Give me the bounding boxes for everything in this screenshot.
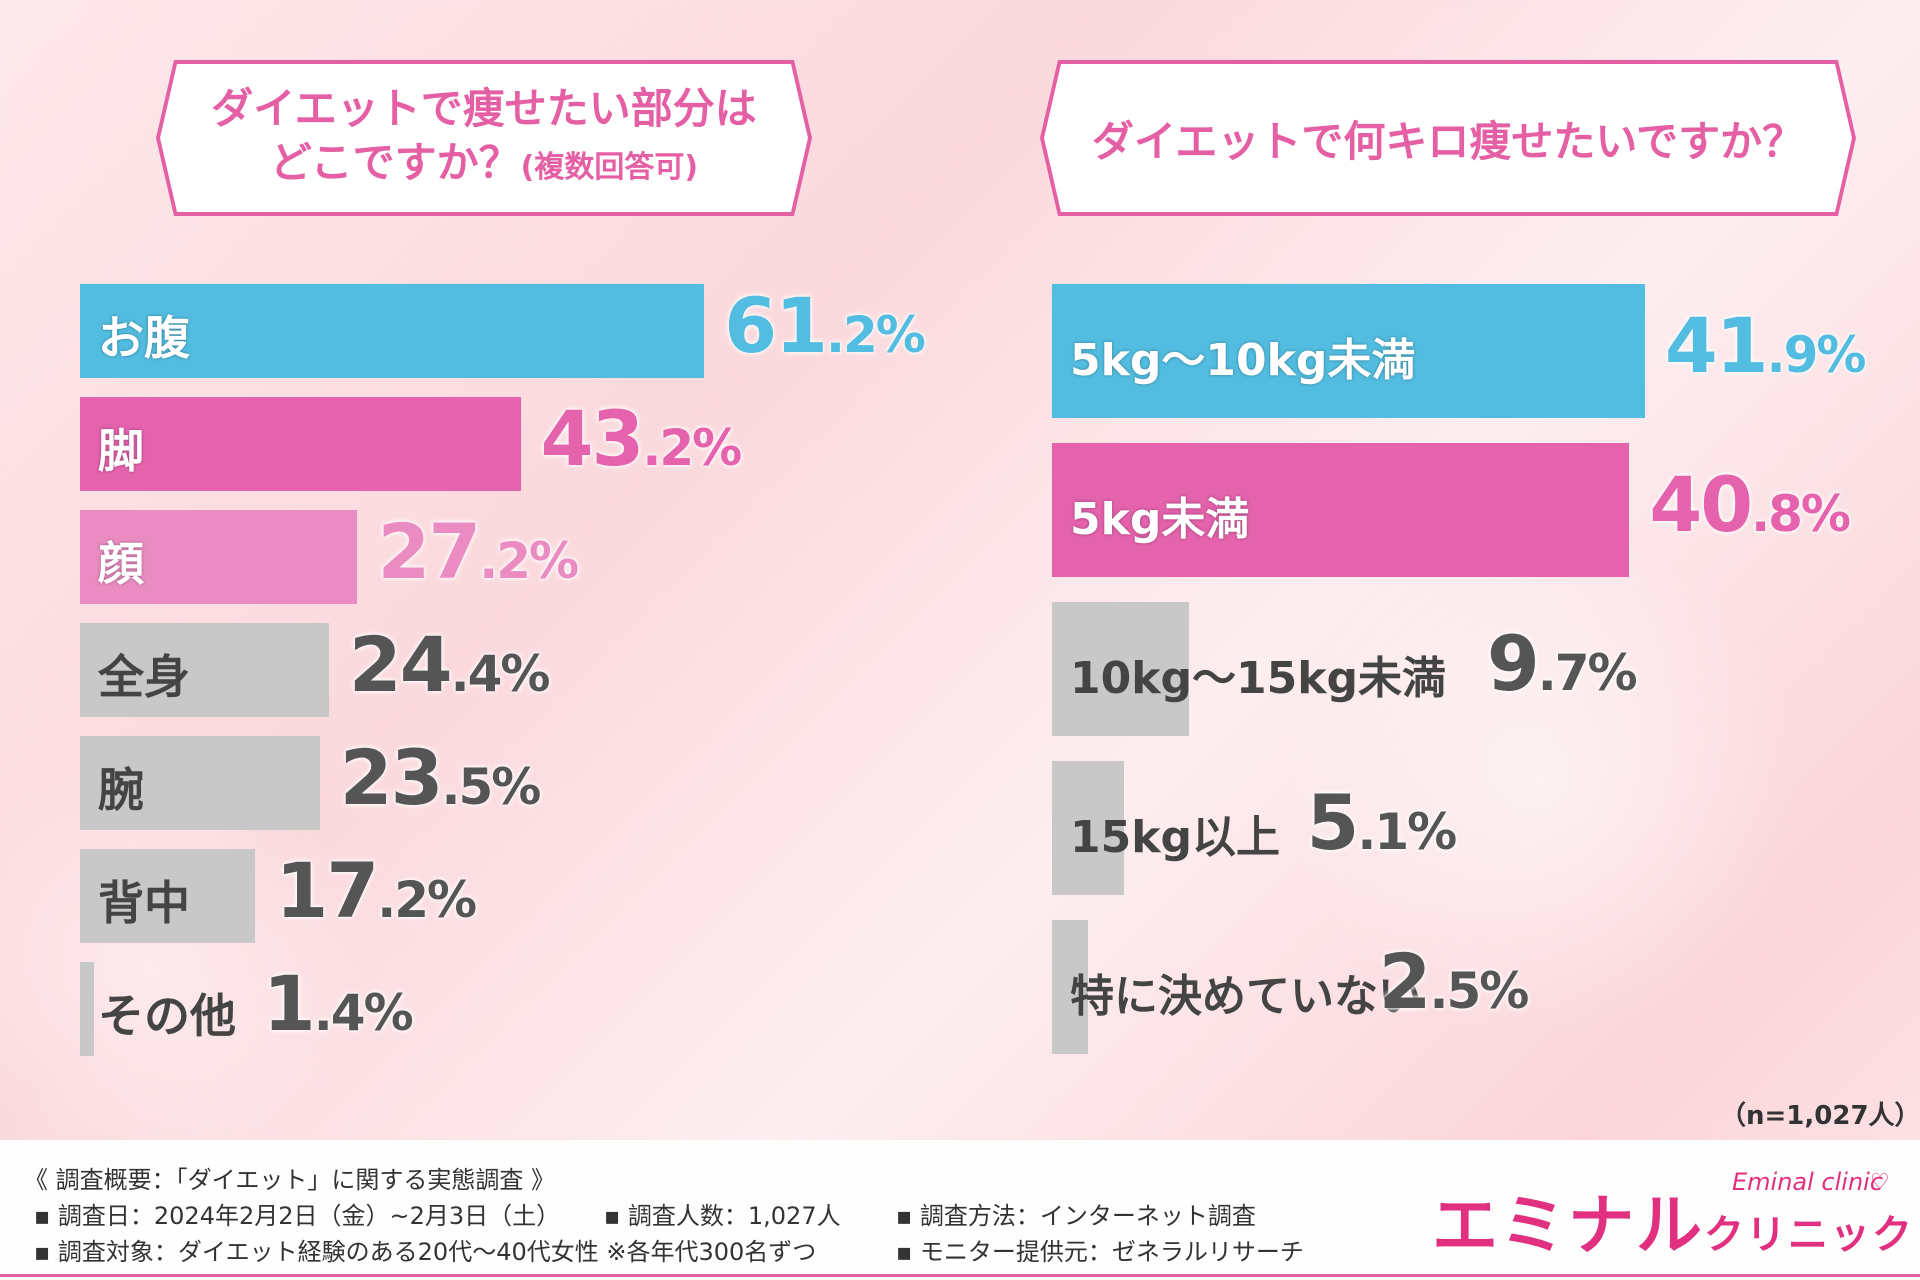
bar: [80, 736, 320, 830]
survey-target: ▪ 調査対象：ダイエット経験のある20代〜40代女性 ※各年代300名ずつ: [34, 1238, 817, 1266]
survey-date: ▪ 調査日：2024年2月2日（金）~2月3日（土）: [34, 1202, 561, 1230]
value-label: 1.4%: [262, 959, 414, 1048]
question-1-line2: どこですか？(複数回答可): [269, 137, 699, 187]
bar-label: 顔: [98, 537, 144, 592]
clinic-logo: エミナルクリニック: [1432, 1187, 1914, 1264]
bar: [1052, 920, 1088, 1054]
chart-body-parts: お腹 61.2% 脚 43.2% 顔 27.2% 全身 24.4% 腕 23.5% 背中 17.2% そ…: [0, 0, 960, 1100]
bar-label: 全身: [98, 650, 190, 705]
bar-label: 背中: [98, 876, 190, 931]
value-label: 23.5%: [339, 733, 542, 822]
question-box-2-inner: ダイエットで何キロ痩せたいですか？: [1044, 64, 1852, 212]
bar-label: その他: [98, 989, 236, 1044]
bar-label: 特に決めていない: [1070, 970, 1422, 1022]
question-1-sub: (複数回答可): [520, 149, 699, 185]
question-box-1-inner: ダイエットで痩せたい部分は どこですか？(複数回答可): [160, 64, 808, 212]
bar: [80, 623, 329, 717]
survey-method: ▪ 調査方法：インターネット調査: [896, 1202, 1256, 1230]
bar-label: 5kg未満: [1070, 493, 1250, 545]
bar: [1052, 443, 1630, 577]
value-label: 24.4%: [348, 620, 551, 709]
bar: [80, 849, 256, 943]
footer-line: [0, 1274, 1920, 1277]
bar: [80, 284, 705, 378]
survey-count: ▪ 調査人数：1,027人: [604, 1202, 841, 1230]
clinic-logo-en: Eminal clinic: [1732, 1168, 1884, 1196]
value-label: 9.7%: [1486, 619, 1638, 708]
survey-provider: ▪ モニター提供元：ゼネラルリサーチ: [896, 1238, 1304, 1266]
value-label: 43.2%: [540, 394, 743, 483]
value-label: 27.2%: [377, 507, 579, 596]
bar: [1052, 761, 1125, 895]
sample-size-note: （n=1,027人）: [1720, 1101, 1920, 1131]
value-label: 17.2%: [275, 846, 477, 935]
value-label: 5.1%: [1306, 778, 1457, 867]
heart-icon: ♡: [1870, 1170, 1890, 1195]
question-2-title: ダイエットで何キロ痩せたいですか？: [1091, 116, 1805, 166]
bar-label: 10kg〜15kg未満: [1070, 652, 1446, 704]
value-label: 61.2%: [724, 281, 926, 370]
bar: [1052, 602, 1190, 736]
bar-label: お腹: [98, 311, 190, 366]
survey-title: 《 調査概要：「ダイエット」に関する実態調査 》: [24, 1166, 556, 1194]
question-1-line1: ダイエットで痩せたい部分は: [211, 83, 757, 133]
bar: [80, 510, 358, 604]
value-label: 41.9%: [1664, 301, 1867, 390]
bar: [80, 397, 521, 491]
bar: [1052, 284, 1645, 418]
bar-label: 5kg〜10kg未満: [1070, 334, 1416, 386]
bar: [80, 962, 95, 1056]
bar-label: 腕: [98, 763, 144, 818]
chart-kilo-target: 5kg〜10kg未満 41.9% 5kg未満 40.8% 10kg〜15kg未満 9.7%…: [1052, 284, 1867, 1054]
bar-label: 15kg以上: [1070, 811, 1280, 863]
bar-label: 脚: [98, 424, 144, 479]
value-label: 2.5%: [1378, 937, 1530, 1026]
footer: [0, 1140, 1920, 1280]
value-label: 40.8%: [1649, 460, 1851, 549]
